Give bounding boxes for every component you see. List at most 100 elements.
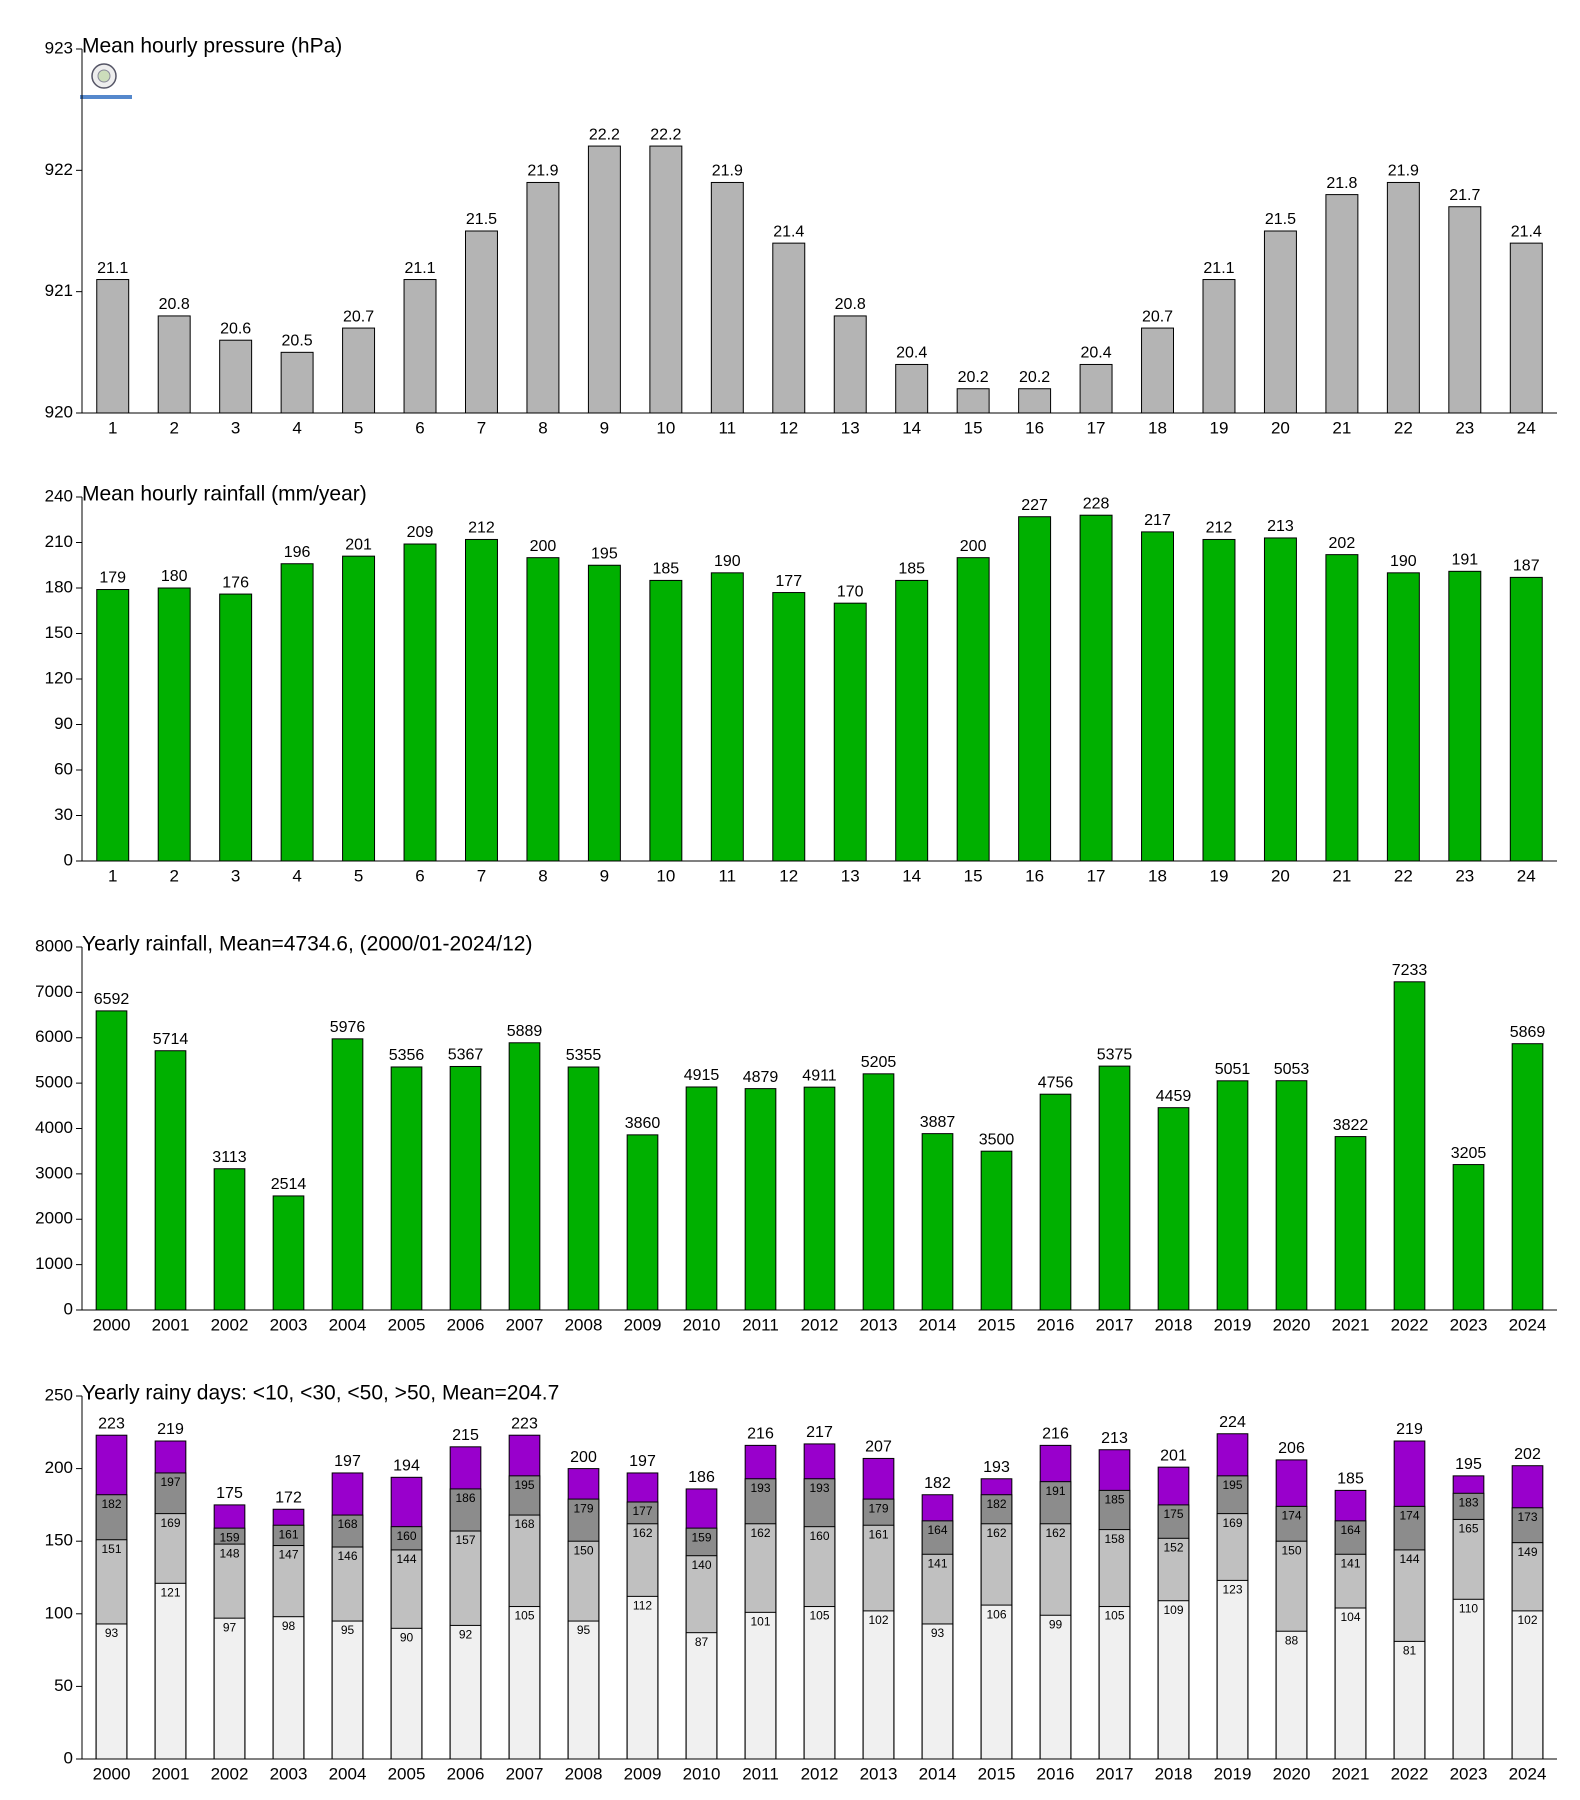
bar: [649, 579, 683, 862]
x-tick-label: 2006: [447, 1315, 485, 1334]
x-tick-label: 7: [477, 866, 486, 885]
x-tick-label: 9: [600, 866, 609, 885]
bar: [449, 1624, 482, 1760]
value-label: 5367: [448, 1047, 484, 1064]
bar: [1325, 554, 1359, 862]
value-label: 187: [1513, 558, 1540, 575]
bar: [154, 1582, 187, 1760]
value-label: 21.5: [466, 211, 497, 228]
bar: [1452, 1164, 1485, 1311]
x-tick-label: 15: [964, 418, 983, 437]
value-label: 162: [1045, 1526, 1065, 1540]
value-label: 102: [868, 1613, 888, 1627]
bar: [96, 589, 130, 862]
y-tick-label: 920: [45, 402, 73, 421]
x-tick-label: 2020: [1273, 1315, 1311, 1334]
value-label: 121: [160, 1585, 180, 1599]
value-label: 20.2: [1019, 369, 1050, 386]
value-label: 6592: [94, 991, 130, 1008]
bar: [219, 593, 253, 862]
y-tick-label: 921: [45, 281, 73, 300]
x-tick-label: 2008: [565, 1764, 603, 1783]
bar: [508, 1042, 541, 1311]
value-label: 5051: [1215, 1061, 1251, 1078]
value-label: 144: [396, 1552, 416, 1566]
bar: [1141, 327, 1174, 414]
bar: [219, 339, 253, 414]
bar: [1511, 1610, 1544, 1760]
x-tick-label: 14: [902, 866, 921, 885]
value-label: 164: [927, 1523, 947, 1537]
x-tick-label: 15: [964, 866, 983, 885]
value-label: 200: [530, 538, 557, 555]
bar: [1216, 1579, 1249, 1760]
value-label: 164: [1340, 1523, 1360, 1537]
value-label: 22.2: [650, 126, 681, 143]
bar: [449, 1065, 482, 1311]
bar: [95, 1010, 128, 1311]
value-label: 213: [1267, 518, 1294, 535]
bar: [980, 1150, 1013, 1311]
value-label: 5714: [153, 1031, 189, 1048]
value-label: 223: [511, 1415, 538, 1432]
bar: [1098, 1606, 1131, 1760]
value-label: 191: [1451, 552, 1478, 569]
y-tick-label: 5000: [35, 1073, 73, 1092]
x-tick-label: 2018: [1155, 1764, 1193, 1783]
value-label: 123: [1222, 1583, 1242, 1597]
x-tick-label: 14: [902, 418, 921, 437]
value-label: 209: [407, 524, 434, 541]
value-label: 159: [691, 1530, 711, 1544]
value-label: 172: [275, 1489, 302, 1506]
bar: [956, 388, 990, 414]
bar: [1452, 1598, 1485, 1760]
value-label: 216: [1042, 1426, 1069, 1443]
x-tick-label: 19: [1210, 866, 1229, 885]
value-label: 177: [775, 573, 802, 590]
value-label: 21.1: [97, 260, 128, 277]
value-label: 98: [282, 1619, 296, 1633]
y-tick-label: 30: [54, 805, 73, 824]
x-tick-label: 2021: [1332, 1764, 1370, 1783]
x-tick-label: 2013: [860, 1764, 898, 1783]
x-tick-label: 2001: [152, 1764, 190, 1783]
bar: [1334, 1607, 1367, 1760]
value-label: 190: [714, 553, 741, 570]
value-label: 197: [334, 1453, 361, 1470]
x-tick-label: 2019: [1214, 1764, 1252, 1783]
value-label: 21.1: [404, 260, 435, 277]
x-tick-label: 6: [415, 866, 424, 885]
value-label: 93: [105, 1626, 119, 1640]
bar: [956, 557, 990, 862]
value-label: 20.7: [1142, 308, 1173, 325]
chart-title: Yearly rainfall, Mean=4734.6, (2000/01-2…: [82, 933, 532, 956]
value-label: 87: [695, 1635, 709, 1649]
x-tick-label: 2023: [1450, 1764, 1488, 1783]
bar: [280, 351, 314, 414]
y-tick-label: 923: [45, 38, 73, 57]
bar: [803, 1086, 836, 1311]
x-tick-label: 2012: [801, 1315, 839, 1334]
value-label: 169: [160, 1516, 180, 1530]
bar: [772, 592, 806, 862]
y-tick-label: 6000: [35, 1027, 73, 1046]
bar: [1018, 388, 1052, 414]
value-label: 20.7: [343, 308, 374, 325]
bar: [272, 1195, 305, 1311]
value-label: 102: [1517, 1613, 1537, 1627]
bar: [587, 145, 621, 414]
value-label: 3860: [625, 1115, 661, 1132]
x-tick-label: 2012: [801, 1764, 839, 1783]
value-label: 110: [1459, 1601, 1478, 1615]
x-tick-label: 2016: [1037, 1764, 1075, 1783]
x-tick-label: 2008: [565, 1315, 603, 1334]
bar: [526, 557, 560, 862]
x-tick-label: 2015: [978, 1315, 1016, 1334]
x-tick-label: 2014: [919, 1315, 957, 1334]
x-tick-label: 2004: [329, 1315, 367, 1334]
value-label: 148: [219, 1546, 239, 1560]
value-label: 21.1: [1203, 260, 1234, 277]
value-label: 109: [1163, 1603, 1183, 1617]
x-tick-label: 5: [354, 418, 363, 437]
y-tick-label: 4000: [35, 1118, 73, 1137]
